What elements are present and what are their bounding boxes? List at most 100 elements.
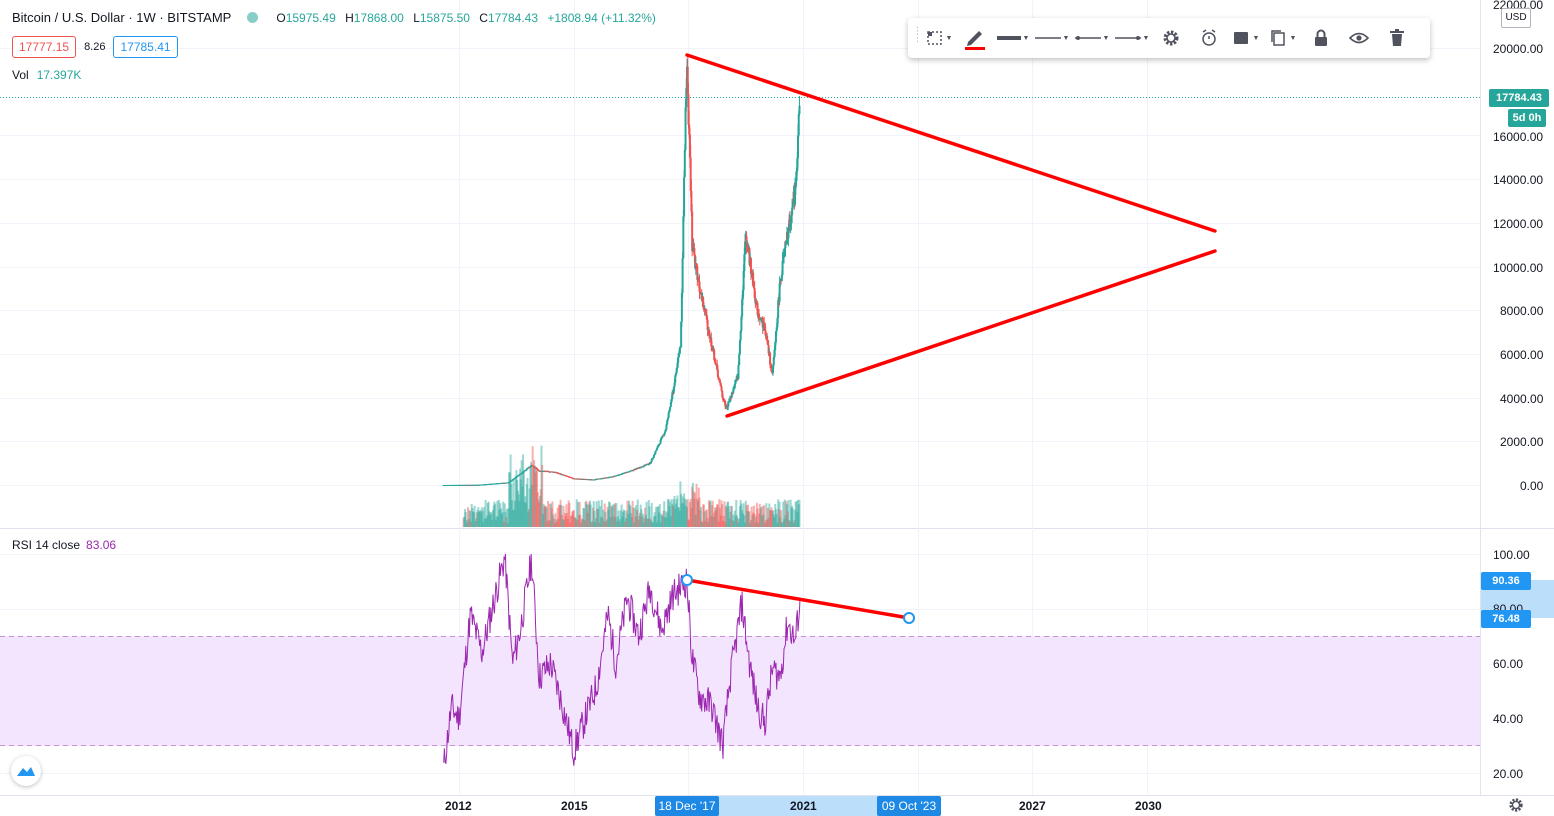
add-alert-button[interactable] xyxy=(1190,22,1228,54)
volume-bar xyxy=(633,522,636,527)
volume-bar xyxy=(534,472,537,527)
trendline-upper[interactable] xyxy=(685,53,1217,233)
volume-bar xyxy=(586,512,589,527)
sell-price-button[interactable]: 17777.15 xyxy=(12,36,77,58)
background-fill-button[interactable]: ▼ xyxy=(1228,22,1264,54)
rsi-axis[interactable]: 100.00 80.00 60.00 40.00 20.00 xyxy=(1493,548,1530,781)
price-axis[interactable]: 22000.00 20000.00 16000.00 14000.00 1200… xyxy=(1493,0,1544,493)
volume-bar xyxy=(609,517,612,527)
volume-bar xyxy=(502,521,505,527)
volume-bar xyxy=(544,505,547,527)
volume-bar xyxy=(572,509,575,527)
drag-handle-icon[interactable]: ⋮ ⋮ xyxy=(912,26,923,44)
chart-settings-button[interactable] xyxy=(1507,796,1525,814)
volume-bar xyxy=(480,512,483,527)
volume-bar xyxy=(763,505,766,527)
symbol-legend[interactable]: Bitcoin / U.S. Dollar · 1W · BITSTAMP O1… xyxy=(12,10,662,25)
volume-bar xyxy=(654,515,657,527)
ohlc-low-label: L xyxy=(413,10,420,25)
buy-price-button[interactable]: 17785.41 xyxy=(113,36,178,58)
volume-bar xyxy=(483,507,486,527)
delete-button[interactable] xyxy=(1378,22,1416,54)
volume-bar xyxy=(724,505,727,527)
volume-bar xyxy=(607,509,610,527)
currency-label[interactable]: USD xyxy=(1501,8,1531,28)
candle-body xyxy=(657,445,660,447)
volume-bar xyxy=(554,513,557,527)
volume-bar xyxy=(580,519,583,527)
volume-bar xyxy=(516,490,519,527)
time-axis[interactable]: 2012 2015 2021 2027 2030 xyxy=(445,799,1162,813)
volume-bar xyxy=(703,511,706,527)
volume-bar xyxy=(622,509,625,527)
select-area-button[interactable]: ▼ xyxy=(922,22,956,54)
rsi-legend[interactable]: RSI 14 close 83.06 xyxy=(12,538,116,552)
line-color-button[interactable] xyxy=(956,22,994,54)
candle-body xyxy=(632,470,635,472)
settings-button[interactable] xyxy=(1152,22,1190,54)
volume-bar xyxy=(754,522,757,527)
line-style-button[interactable]: ▼ xyxy=(1032,22,1072,54)
volume-bar xyxy=(683,498,686,527)
rsi-trendline-handle-start[interactable] xyxy=(681,574,693,586)
volume-bar xyxy=(602,520,605,527)
volume-bar xyxy=(625,510,628,527)
candle-body xyxy=(660,437,663,440)
last-price-tag: 17784.43 xyxy=(1489,89,1549,107)
candle-body xyxy=(680,321,683,348)
volume-bar xyxy=(738,505,741,527)
market-status-dot-icon xyxy=(247,12,259,23)
tradingview-logo[interactable] xyxy=(11,756,41,786)
volume-bar xyxy=(557,518,560,527)
volume-bar xyxy=(758,503,761,527)
lock-button[interactable] xyxy=(1302,22,1340,54)
volume-bar xyxy=(663,517,666,527)
volume-bar xyxy=(623,510,626,527)
visibility-button[interactable] xyxy=(1340,22,1378,54)
clone-button[interactable]: ▼ xyxy=(1264,22,1302,54)
candle-body xyxy=(620,473,623,475)
candle-body xyxy=(529,466,532,468)
candle-body xyxy=(666,420,669,425)
volume-bar xyxy=(650,502,653,527)
volume-bar xyxy=(586,504,589,527)
volume-bar xyxy=(664,511,667,527)
line-thickness-button[interactable]: ▼ xyxy=(994,22,1032,54)
volume-bar xyxy=(645,501,648,527)
volume-bar xyxy=(720,500,723,527)
candle-body xyxy=(749,258,752,274)
candle-body xyxy=(787,227,790,239)
rsi-line xyxy=(443,553,801,766)
volume-bar xyxy=(546,521,549,527)
volume-bar xyxy=(649,520,652,527)
rsi-trendline[interactable] xyxy=(685,578,911,620)
volume-bar xyxy=(550,503,553,527)
volume-bar xyxy=(567,500,570,527)
volume-bar xyxy=(744,522,747,527)
volume-legend[interactable]: Vol 17.397K xyxy=(12,68,81,82)
trendline-lower[interactable] xyxy=(725,249,1217,418)
candle-body xyxy=(669,406,672,410)
candle-body xyxy=(778,283,781,302)
candle-body xyxy=(689,157,692,192)
volume-bar xyxy=(795,501,798,527)
line-start-button[interactable]: ▼ xyxy=(1072,22,1112,54)
volume-bar xyxy=(697,487,700,527)
price-tick: 12000.00 xyxy=(1493,217,1543,231)
volume-bar xyxy=(487,501,490,527)
candle-body xyxy=(702,297,705,307)
volume-bar xyxy=(483,518,486,527)
candle-body xyxy=(785,232,788,245)
line-end-button[interactable]: ▼ xyxy=(1112,22,1152,54)
volume-bar xyxy=(722,515,725,527)
volume-bar xyxy=(697,500,700,527)
volume-bar xyxy=(727,506,730,527)
volume-bar xyxy=(466,522,469,527)
volume-bar xyxy=(630,517,633,527)
price-tick: 8000.00 xyxy=(1500,304,1544,318)
candle-body xyxy=(713,350,716,361)
tradingview-logo-icon xyxy=(17,767,35,776)
rsi-trendline-handle-end[interactable] xyxy=(903,612,915,624)
candle-body xyxy=(780,274,783,281)
